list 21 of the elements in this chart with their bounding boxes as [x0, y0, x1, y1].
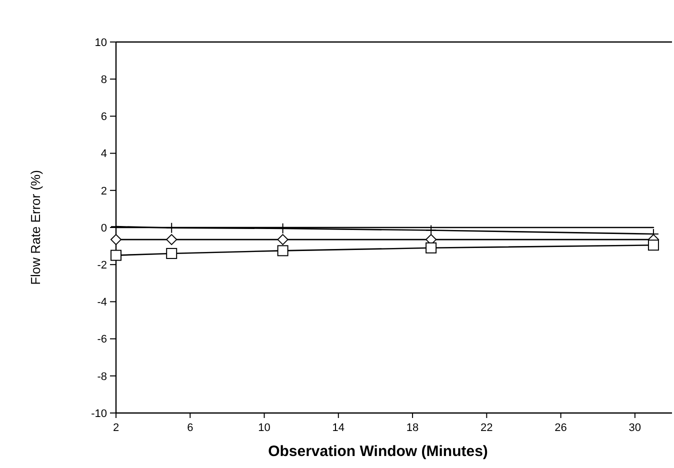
- x-tick-label: 2: [112, 422, 120, 434]
- y-tick-label: 0: [100, 222, 107, 234]
- x-tick-label: 14: [332, 422, 345, 434]
- x-axis-title: Observation Window (Minutes): [268, 443, 488, 460]
- y-tick-label: 8: [100, 74, 107, 86]
- x-tick-label: 18: [406, 422, 419, 434]
- y-axis-title: Flow Rate Error (%): [28, 170, 43, 285]
- x-tick-label: 10: [258, 422, 270, 434]
- x-tick-label: 6: [187, 422, 194, 434]
- y-tick-label: -6: [97, 334, 107, 346]
- y-tick-label: 4: [100, 148, 107, 160]
- y-tick-label: -4: [97, 296, 107, 309]
- y-tick-label: 10: [94, 36, 107, 49]
- x-tick-label: 26: [554, 422, 567, 434]
- y-tick-label: 6: [100, 111, 107, 124]
- y-tick-label: -2: [97, 259, 107, 272]
- x-tick-label: 30: [628, 422, 642, 434]
- y-tick-label: -8: [97, 370, 107, 383]
- y-tick-label: -10: [91, 408, 107, 420]
- y-tick-label: 2: [100, 185, 107, 198]
- x-tick-label: 22: [480, 422, 493, 434]
